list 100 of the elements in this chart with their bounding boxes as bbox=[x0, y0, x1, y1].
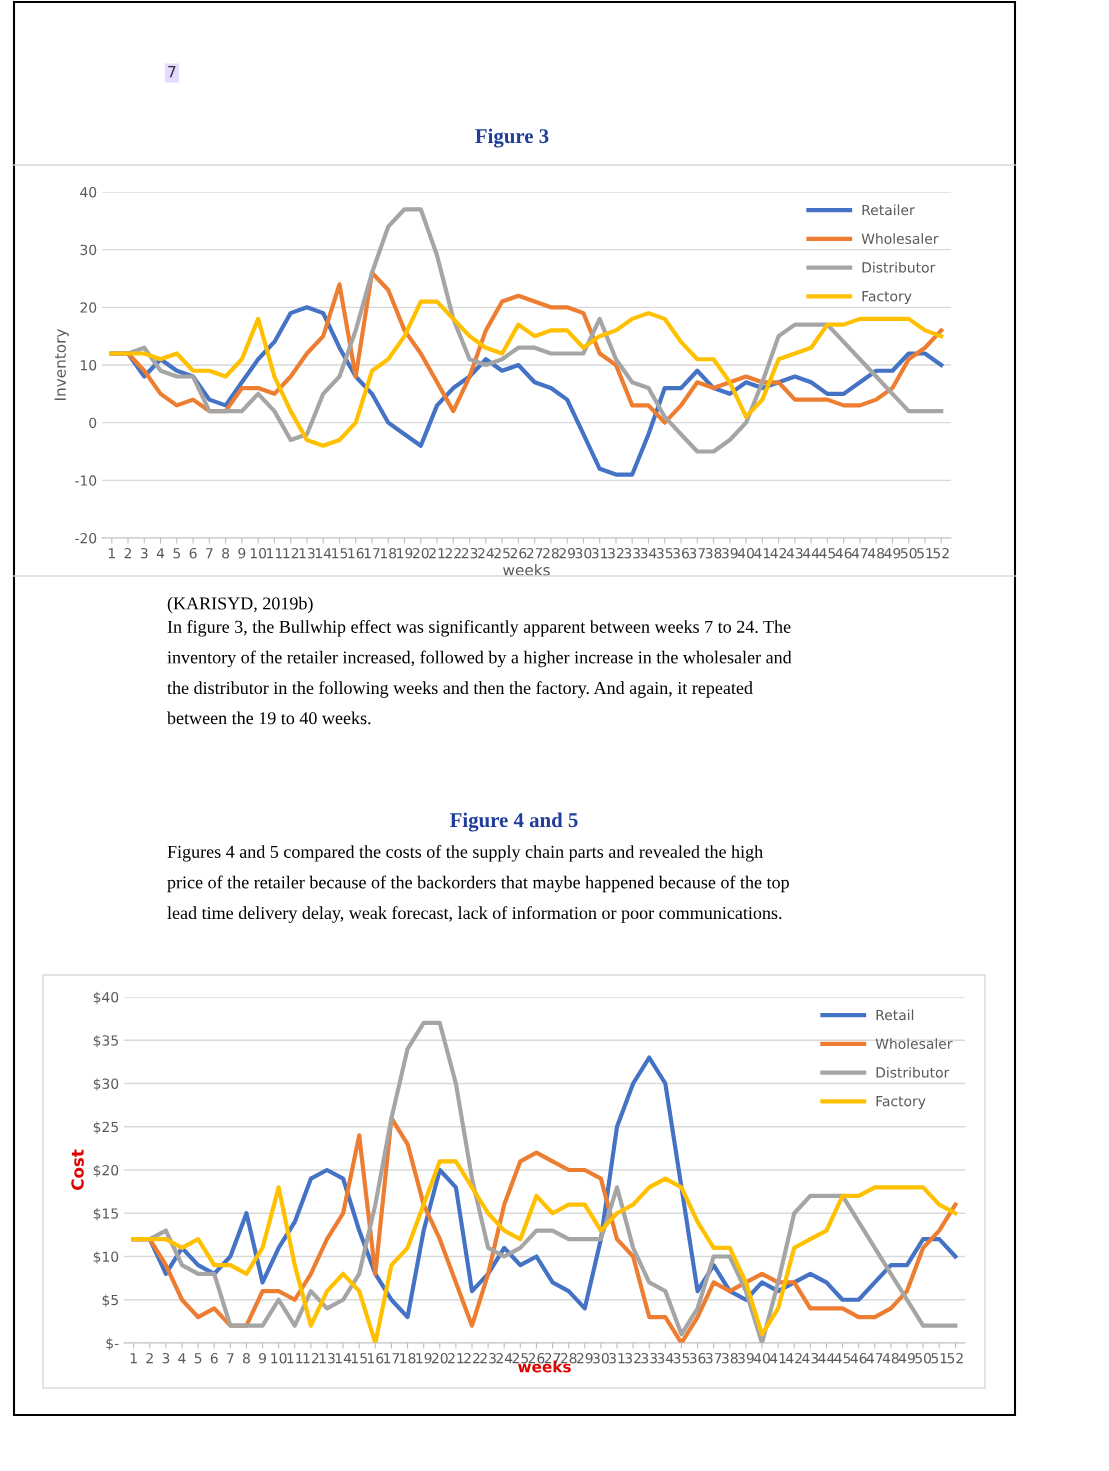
x-tick-label: 47 bbox=[851, 548, 868, 559]
x-tick-label: 26 bbox=[510, 547, 527, 559]
y-tick-label: 20 bbox=[80, 302, 97, 313]
x-tick-label: 50 bbox=[915, 1352, 932, 1364]
x-tick-label: 1 bbox=[108, 548, 115, 559]
x-tick-label: 38 bbox=[705, 547, 722, 559]
x-tick-label: 2 bbox=[146, 1352, 153, 1364]
x-tick-label: 46 bbox=[850, 1352, 867, 1364]
x-tick-label: 9 bbox=[238, 547, 246, 559]
x-tick-label: 37 bbox=[705, 1352, 722, 1364]
x-tick-label: 45 bbox=[819, 548, 836, 559]
y-tick-label: $30 bbox=[93, 1078, 119, 1091]
y-tick-label: $25 bbox=[93, 1121, 118, 1135]
x-tick-label: 28 bbox=[543, 547, 559, 559]
x-tick-label: 11 bbox=[287, 1353, 303, 1364]
x-tick-label: 10 bbox=[250, 547, 267, 559]
x-tick-label: 18 bbox=[400, 1352, 416, 1364]
x-tick-label: 43 bbox=[786, 547, 803, 559]
x-tick-label: 7 bbox=[206, 548, 213, 559]
x-tick-label: 52 bbox=[947, 1352, 963, 1364]
x-tick-label: 8 bbox=[242, 1352, 250, 1364]
legend-label: Factory bbox=[862, 291, 912, 305]
x-tick-label: 31 bbox=[591, 547, 608, 559]
y-tick-label: $10 bbox=[93, 1251, 119, 1264]
x-tick-label: 35 bbox=[673, 1352, 690, 1364]
x-tick-label: 44 bbox=[802, 548, 820, 559]
x-tick-label: 17 bbox=[364, 548, 380, 559]
x-tick-label: 19 bbox=[416, 1352, 432, 1364]
legend-label: Distributor bbox=[876, 1066, 950, 1078]
x-tick-label: 18 bbox=[380, 547, 397, 559]
y-tick-label: -10 bbox=[75, 475, 97, 486]
x-tick-label: 13 bbox=[319, 1352, 335, 1364]
y-tick-label: 30 bbox=[80, 244, 97, 256]
y-tick-label: $35 bbox=[93, 1034, 118, 1048]
x-tick-label: 4 bbox=[178, 1353, 186, 1364]
x-tick-label: 39 bbox=[738, 1352, 754, 1364]
x-tick-label: 6 bbox=[189, 547, 197, 559]
x-tick-label: 6 bbox=[210, 1352, 218, 1364]
legend-label: Distributor bbox=[862, 261, 936, 273]
x-tick-label: 2 bbox=[124, 547, 132, 559]
y-tick-label: 40 bbox=[80, 186, 97, 198]
x-tick-label: 4 bbox=[156, 548, 165, 559]
text: 7 bbox=[168, 66, 176, 78]
x-tick-label: 21 bbox=[448, 1352, 464, 1364]
legend-label: Retail bbox=[876, 1009, 914, 1021]
x-tick-label: 46 bbox=[835, 547, 852, 559]
x-tick-label: 5 bbox=[173, 548, 181, 559]
x-tick-label: 7 bbox=[227, 1353, 234, 1364]
x-tick-label: 12 bbox=[303, 1352, 319, 1364]
line-series bbox=[131, 1159, 958, 1343]
x-tick-label: 15 bbox=[332, 548, 348, 559]
x-tick-label: 32 bbox=[625, 1352, 641, 1364]
x-tick-label: 13 bbox=[299, 547, 315, 559]
x-tick-label: 42 bbox=[786, 1352, 802, 1364]
x-tick-label: 21 bbox=[429, 547, 445, 559]
y-tick-label: $- bbox=[106, 1337, 119, 1351]
x-tick-label: 19 bbox=[397, 547, 413, 559]
x-tick-label: 47 bbox=[866, 1353, 883, 1364]
x-tick-label: 24 bbox=[496, 1352, 513, 1364]
x-tick-label: 50 bbox=[900, 547, 917, 559]
x-tick-label: 11 bbox=[267, 548, 282, 559]
x-tick-label: 8 bbox=[222, 547, 230, 559]
y-tick-label: $5 bbox=[102, 1294, 118, 1308]
text: In figure 3, the Bullwhip effect was significantly apparent between weeks 7 to 24. The inventory of the retailer increased, followed by a higher increase in the wholesaler and the distributor in the following weeks and then the factory. And again, it repeated between the 19 to 40 weeks. bbox=[167, 620, 792, 725]
chart-title: Figure 3 bbox=[475, 128, 549, 148]
x-tick-label: 24 bbox=[478, 547, 494, 559]
x-tick-label: 41 bbox=[769, 1353, 786, 1364]
x-tick-label: 29 bbox=[559, 547, 576, 559]
x-tick-label: 10 bbox=[271, 1352, 287, 1364]
x-tick-label: 44 bbox=[818, 1353, 835, 1364]
x-tick-label: 3 bbox=[162, 1352, 170, 1364]
x-tick-label: 30 bbox=[593, 1352, 609, 1364]
y-tick-label: -20 bbox=[75, 532, 97, 544]
x-tick-label: 14 bbox=[335, 1353, 352, 1364]
x-tick-label: 17 bbox=[384, 1353, 400, 1364]
x-tick-label: 12 bbox=[283, 547, 299, 559]
x-tick-label: 27 bbox=[526, 547, 543, 559]
x-axis-title: weeks bbox=[503, 563, 550, 576]
x-tick-label: 22 bbox=[464, 1352, 480, 1364]
x-tick-label: 16 bbox=[368, 1352, 384, 1364]
x-tick-label: 51 bbox=[917, 548, 933, 559]
x-tick-label: 42 bbox=[770, 547, 787, 559]
y-tick-label: 10 bbox=[80, 359, 97, 371]
x-tick-label: 36 bbox=[673, 547, 689, 559]
x-tick-label: 9 bbox=[259, 1352, 266, 1364]
x-tick-label: 20 bbox=[412, 547, 429, 559]
text: (KARISYD, 2019b) bbox=[167, 596, 313, 614]
x-tick-label: 1 bbox=[130, 1353, 137, 1364]
y-tick-label: $40 bbox=[93, 991, 119, 1005]
x-tick-label: 23 bbox=[480, 1352, 496, 1364]
y-axis-title: Cost bbox=[71, 1149, 84, 1190]
x-tick-label: 41 bbox=[754, 548, 770, 559]
y-tick-label: $15 bbox=[93, 1207, 118, 1221]
x-tick-label: 40 bbox=[753, 1352, 770, 1364]
x-tick-label: 45 bbox=[834, 1353, 851, 1364]
y-tick-label: 0 bbox=[89, 417, 97, 429]
legend-label: Retailer bbox=[862, 204, 915, 216]
x-tick-label: 34 bbox=[640, 547, 657, 559]
x-tick-label: 33 bbox=[641, 1352, 657, 1364]
x-tick-label: 15 bbox=[351, 1353, 367, 1364]
